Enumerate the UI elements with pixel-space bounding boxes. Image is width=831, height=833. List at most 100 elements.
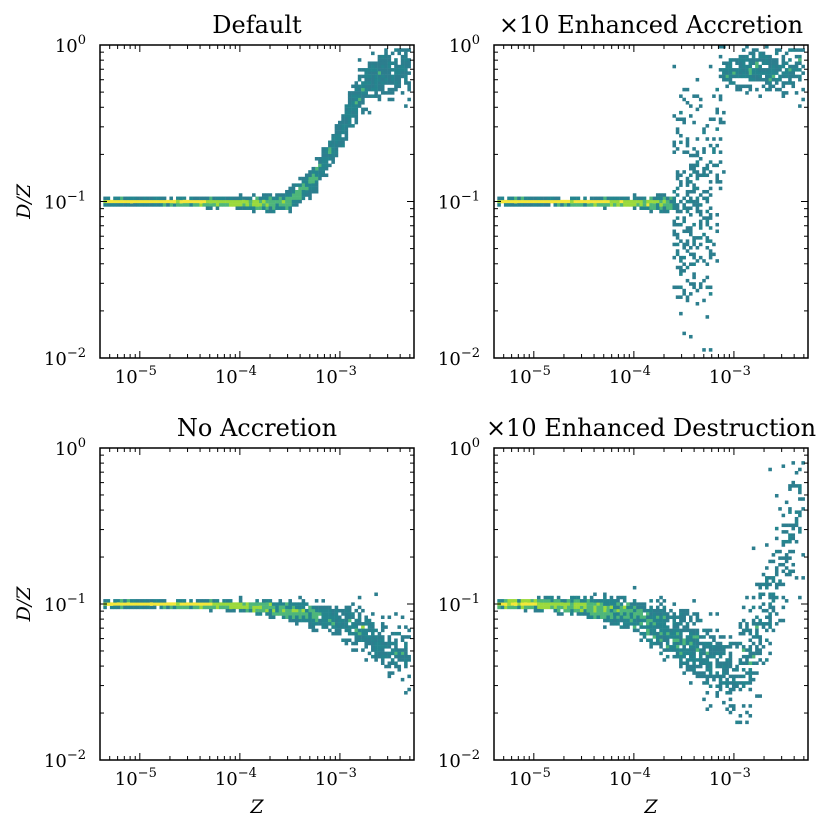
histogram-cell (682, 608, 686, 613)
histogram-cell (354, 625, 359, 629)
histogram-cell (179, 605, 183, 610)
histogram-cell (791, 549, 796, 554)
histogram-cell (503, 203, 508, 207)
histogram-cell (685, 298, 690, 303)
histogram-cell (603, 605, 607, 610)
histogram-cell (722, 77, 726, 82)
histogram-cell (536, 608, 541, 613)
histogram-cell (672, 150, 677, 154)
histogram-cell (636, 622, 640, 626)
histogram-cell (189, 203, 193, 207)
histogram-cell (546, 203, 551, 207)
histogram-cell (384, 645, 388, 649)
x-tick-label: 10−5 (115, 766, 157, 790)
histogram-cell (361, 74, 365, 79)
histogram-cell (209, 203, 213, 207)
histogram-cell (718, 137, 723, 141)
histogram-cell (748, 71, 753, 75)
histogram-cell (543, 199, 548, 204)
histogram-cell (149, 199, 154, 204)
histogram-cell (672, 143, 677, 148)
histogram-cell (331, 631, 335, 636)
histogram-cell (679, 140, 683, 145)
histogram-cell (550, 602, 554, 606)
histogram-cell (510, 199, 515, 204)
histogram-cell (205, 605, 210, 610)
histogram-cell (288, 602, 292, 606)
histogram-cell (639, 625, 643, 629)
histogram-cell (735, 68, 739, 72)
histogram-cell (394, 48, 398, 52)
histogram-cell (675, 242, 680, 247)
histogram-cell (258, 612, 263, 616)
histogram-cell (361, 648, 365, 652)
histogram-cell (205, 206, 210, 210)
histogram-cell (344, 130, 349, 135)
histogram-cell (384, 61, 388, 66)
histogram-cell (692, 252, 696, 257)
histogram-cell (215, 206, 220, 210)
histogram-cell (314, 186, 319, 191)
histogram-cell (761, 572, 766, 577)
histogram-cell (192, 605, 197, 610)
histogram-cell (304, 615, 309, 620)
histogram-cell (298, 595, 302, 600)
histogram-cell (354, 94, 359, 98)
histogram-cell (553, 199, 558, 204)
histogram-cell (705, 166, 710, 171)
histogram-cell (748, 671, 753, 675)
histogram-cell (722, 71, 726, 75)
histogram-cell (540, 605, 544, 610)
histogram-cell (589, 595, 594, 600)
histogram-cell (702, 166, 706, 171)
histogram-cell (675, 173, 680, 178)
histogram-cell (718, 674, 723, 679)
histogram-cell (632, 585, 637, 590)
histogram-cell (642, 196, 647, 201)
histogram-cell (626, 199, 630, 204)
histogram-cell (728, 81, 733, 85)
histogram-cell (619, 602, 624, 606)
histogram-cell (530, 599, 534, 603)
histogram-cell (400, 71, 405, 75)
histogram-cell (337, 628, 342, 633)
histogram-cell (745, 671, 749, 675)
histogram-cell (619, 595, 624, 600)
histogram-cell (725, 658, 729, 662)
histogram-cell (794, 64, 799, 69)
x-tick-label: 10−4 (215, 364, 257, 388)
histogram-cell (689, 180, 693, 184)
histogram-cell (328, 608, 332, 613)
histogram-cell (268, 203, 273, 207)
histogram-cell (563, 599, 567, 603)
histogram-cell (334, 612, 339, 616)
histogram-cell (407, 97, 411, 102)
histogram-cell (672, 631, 677, 636)
histogram-cell (649, 645, 653, 649)
histogram-cell (774, 48, 779, 52)
histogram-cell (265, 199, 269, 204)
histogram-cell (652, 203, 657, 207)
histogram-cell (675, 203, 680, 207)
histogram-cell (798, 497, 802, 501)
histogram-cell (517, 203, 521, 207)
histogram-cell (407, 61, 411, 66)
histogram-cell (609, 612, 614, 616)
histogram-cell (225, 599, 230, 603)
histogram-cell (351, 94, 355, 98)
histogram-cell (156, 199, 160, 204)
histogram-cell (626, 615, 630, 620)
histogram-cell (225, 608, 230, 613)
histogram-cell (354, 117, 359, 122)
histogram-cell (334, 631, 339, 636)
histogram-cell (536, 605, 541, 610)
histogram-cell (321, 163, 326, 168)
histogram-cell (367, 638, 372, 643)
histogram-cell (351, 622, 355, 626)
histogram-cell (751, 71, 756, 75)
histogram-cell (328, 612, 332, 616)
histogram-cell (685, 140, 690, 145)
histogram-cell (371, 641, 375, 646)
histogram-cell (380, 625, 385, 629)
